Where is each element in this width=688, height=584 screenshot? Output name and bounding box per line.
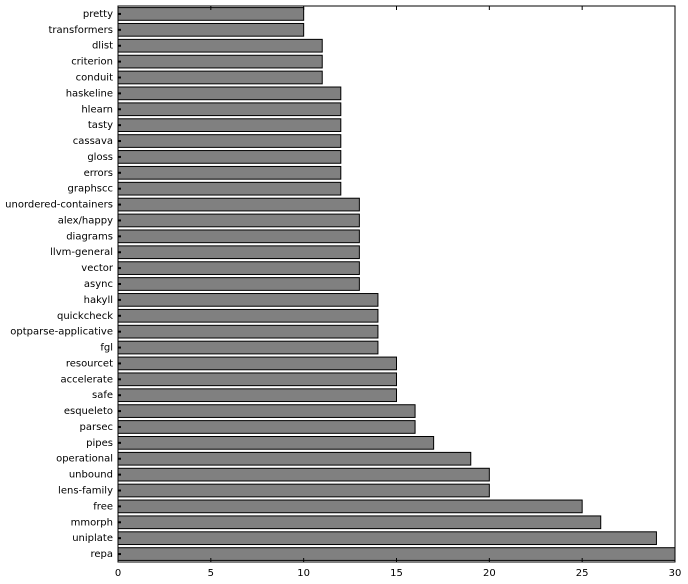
y-tick-label: mmorph: [71, 517, 113, 528]
bar: [117, 515, 602, 530]
y-tick-label: fgl: [100, 343, 113, 354]
y-tick-label: resourcet: [66, 358, 113, 369]
x-tick-label: 10: [297, 568, 310, 579]
bar: [117, 451, 472, 466]
y-tick-label: parsec: [80, 422, 113, 433]
bar: [117, 324, 379, 339]
bar: [117, 436, 435, 450]
y-tick-label: errors: [84, 168, 113, 179]
bar: [117, 293, 379, 307]
y-tick-label: cassava: [73, 136, 113, 147]
y-tick-label: safe: [92, 390, 113, 401]
bar: [117, 181, 342, 196]
plot-frame: [117, 5, 676, 563]
bar: [117, 531, 657, 546]
y-tick-label: unbound: [69, 470, 113, 481]
bar: [117, 86, 342, 101]
bar: [117, 499, 583, 514]
bar: [117, 340, 379, 355]
x-tick-label: 20: [483, 568, 496, 579]
bar: [117, 165, 342, 180]
bar: [117, 70, 323, 85]
y-tick-label: esqueleto: [64, 406, 113, 417]
bar: [117, 213, 360, 228]
y-tick-label: haskeline: [66, 88, 113, 99]
bar: [117, 388, 397, 403]
bar: [117, 261, 360, 275]
y-tick-label: lens-family: [58, 486, 113, 497]
y-tick-label: graphscc: [68, 184, 113, 195]
bar: [117, 372, 397, 387]
y-tick-label: transformers: [49, 25, 114, 36]
y-tick-label: optparse-applicative: [10, 327, 113, 338]
y-tick-label: uniplate: [72, 533, 113, 544]
bar: [117, 420, 416, 434]
y-tick-label: llvm-general: [50, 247, 113, 258]
bar: [117, 134, 342, 148]
bar: [117, 245, 360, 260]
x-tick-label: 15: [390, 568, 403, 579]
x-tick-label: 25: [576, 568, 589, 579]
y-tick-label: unordered-containers: [5, 200, 113, 211]
x-tick-label: 0: [115, 568, 121, 579]
bar: [117, 118, 342, 132]
y-tick-label: free: [93, 501, 113, 512]
y-tick-label: vector: [81, 263, 114, 274]
bar: [117, 308, 379, 323]
y-tick-label: diagrams: [66, 231, 113, 242]
y-tick-label: operational: [56, 454, 113, 465]
bar: [117, 356, 397, 371]
bar: [117, 277, 360, 291]
y-tick-label: pretty: [83, 9, 113, 20]
bar: [117, 483, 490, 498]
bar: [117, 404, 416, 418]
bar: [117, 54, 323, 69]
y-tick-label: tasty: [88, 120, 113, 131]
y-tick-label: conduit: [76, 72, 113, 83]
y-tick-label: criterion: [71, 57, 113, 68]
y-tick-label: hakyll: [84, 295, 113, 306]
y-tick-label: gloss: [87, 152, 113, 163]
bar: [117, 102, 342, 117]
y-tick-label: repa: [90, 549, 113, 560]
bar: [117, 22, 305, 37]
y-tick-label: dlist: [92, 41, 113, 52]
x-tick-label: 5: [208, 568, 214, 579]
bar: [117, 229, 360, 244]
bar: [117, 38, 323, 53]
y-tick-label: accelerate: [60, 374, 113, 385]
bar: [117, 197, 360, 212]
y-tick-label: quickcheck: [57, 311, 113, 322]
y-tick-label: async: [84, 279, 113, 290]
y-tick-label: pipes: [86, 438, 113, 449]
y-tick-label: alex/happy: [58, 215, 113, 226]
bar: [117, 467, 490, 482]
bar: [117, 150, 342, 164]
y-tick-label: hlearn: [81, 104, 113, 115]
x-tick-label: 30: [669, 568, 682, 579]
